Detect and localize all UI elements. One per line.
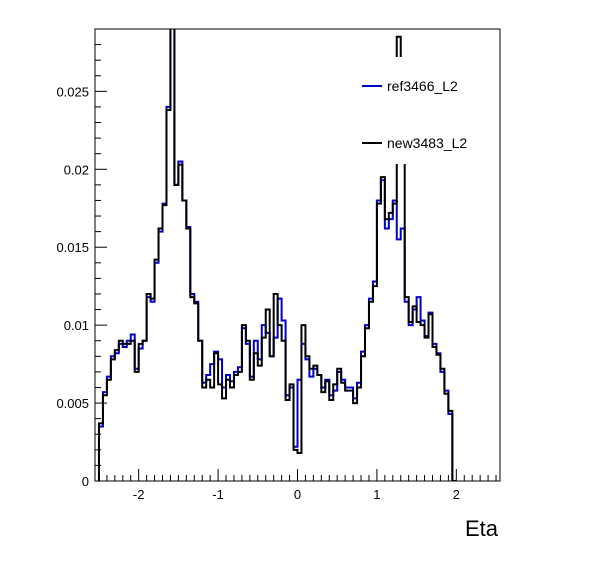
y-tick-label: 0.005: [56, 396, 89, 411]
y-tick-label: 0.02: [64, 162, 89, 177]
x-axis-title: Eta: [465, 516, 499, 541]
y-tick-label: 0.01: [64, 318, 89, 333]
x-tick-label: -2: [133, 487, 145, 502]
y-tick-label: 0.015: [56, 240, 89, 255]
y-tick-label: 0.025: [56, 84, 89, 99]
series-line-ref3466_L2: [97, 29, 457, 481]
y-tick-label: 0: [82, 474, 89, 489]
legend-entry-label: ref3466_L2: [387, 78, 458, 94]
x-tick-label: 2: [453, 487, 460, 502]
x-tick-label: 0: [294, 487, 301, 502]
x-tick-label: 1: [373, 487, 380, 502]
x-tick-label: -1: [212, 487, 224, 502]
legend-entry-label: new3483_L2: [387, 135, 467, 151]
legend-box: [356, 57, 477, 164]
